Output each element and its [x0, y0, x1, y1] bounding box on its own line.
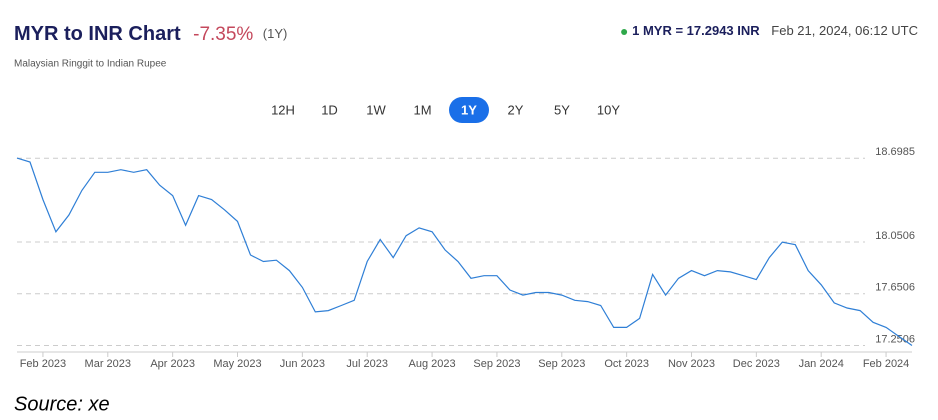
x-tick-label: Apr 2023 [150, 358, 195, 370]
y-tick-label: 17.6506 [875, 282, 915, 294]
change: -7.35% [193, 24, 253, 45]
range-button-label[interactable]: 5Y [554, 102, 570, 117]
range-button-bg[interactable] [449, 97, 489, 123]
y-tick-label: 18.0506 [875, 230, 915, 242]
x-tick-label: Sep 2023 [473, 358, 520, 370]
x-tick-label: May 2023 [213, 358, 261, 370]
rate: 1 MYR = 17.2943 INR [632, 23, 760, 38]
y-tick-label: 17.2506 [875, 333, 915, 345]
x-tick-label: Sep 2023 [538, 358, 585, 370]
source: Source: xe [14, 393, 110, 415]
x-tick-label: Jan 2024 [799, 358, 844, 370]
range-button-label[interactable]: 10Y [597, 102, 620, 117]
range-button-label[interactable]: 12H [271, 102, 295, 117]
x-tick-label: Feb 2024 [863, 358, 909, 370]
range-button-label[interactable]: 1D [321, 102, 338, 117]
line [16, 157, 913, 346]
range-button-label[interactable]: 1Y [461, 102, 477, 117]
x-tick-label: Oct 2023 [604, 358, 649, 370]
x-tick-label: Jun 2023 [280, 358, 325, 370]
period: (1Y) [263, 26, 288, 41]
x-tick-label: Dec 2023 [733, 358, 780, 370]
x-tick-label: Aug 2023 [409, 358, 456, 370]
rate-line: 1 MYR = 17.2943 INR Feb 21, 2024, 06:12 … [632, 23, 918, 38]
y-tick-label: 18.6985 [875, 146, 915, 158]
live-dot [621, 29, 628, 35]
x-tick-label: Nov 2023 [668, 358, 715, 370]
x-tick-label: Jul 2023 [346, 358, 388, 370]
header-title: MYR to INR Chart -7.35% (1Y) [14, 23, 287, 45]
range-button-label[interactable]: 2Y [508, 102, 524, 117]
range-button-label[interactable]: 1M [413, 102, 431, 117]
chart-title: MYR to INR Chart [14, 23, 181, 45]
range-button-label[interactable]: 1W [366, 102, 386, 117]
subtitle: Malaysian Ringgit to Indian Rupee [14, 59, 167, 70]
x-tick-label: Mar 2023 [85, 358, 131, 370]
x-tick-label: Feb 2023 [20, 358, 66, 370]
timestamp: Feb 21, 2024, 06:12 UTC [771, 23, 918, 38]
